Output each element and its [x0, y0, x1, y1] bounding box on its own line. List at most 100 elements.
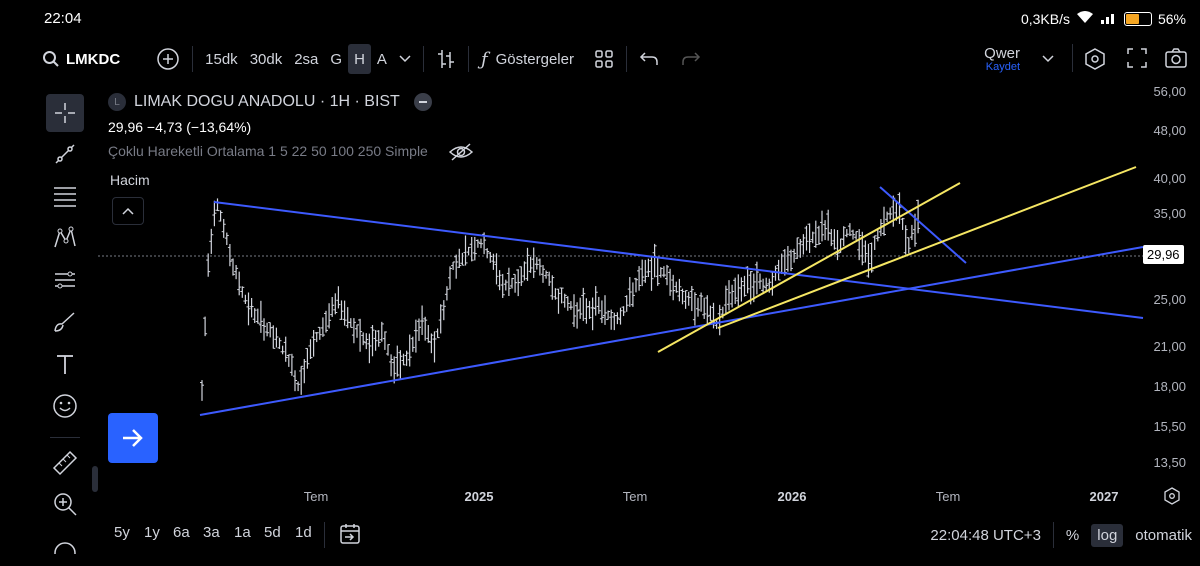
clock[interactable]: 22:04:48 UTC+3 — [930, 526, 1041, 544]
interval-30dk[interactable]: 30dk — [249, 50, 283, 68]
channel-lower-line[interactable] — [717, 166, 1137, 329]
goto-date-button[interactable] — [338, 522, 362, 550]
measure-tool[interactable] — [46, 444, 84, 482]
text-icon — [57, 355, 73, 374]
price-stats: 29,96 −4,73 (−13,64%) — [108, 119, 252, 135]
camera-icon — [1165, 48, 1187, 68]
forecast-tool[interactable] — [46, 261, 84, 299]
time-axis[interactable]: Tem 2025 Tem 2026 Tem 2027 — [98, 486, 1138, 506]
short-trendline[interactable] — [879, 186, 967, 264]
price-chart[interactable] — [98, 86, 1200, 516]
scroll-to-realtime-button[interactable] — [108, 413, 158, 463]
bar-chart-icon — [437, 50, 454, 68]
drawing-toolbar — [36, 88, 92, 554]
chart-legend: L LIMAK DOGU ANADOLU · 1H · BIST — [108, 93, 432, 111]
interval-g[interactable]: G — [330, 50, 343, 68]
zoom-in-tool[interactable] — [46, 485, 84, 523]
network-speed: 0,3KB/s — [1020, 10, 1070, 27]
price-label: 48,00 — [1153, 123, 1186, 138]
price-axis[interactable]: 56,00 48,00 40,00 35,00 25,00 21,00 18,0… — [1140, 84, 1200, 486]
grid-icon — [595, 50, 613, 68]
status-time: 22:04 — [44, 10, 82, 27]
auto-scale-button[interactable]: otomatik — [1135, 526, 1192, 544]
layout-dropdown[interactable] — [1042, 50, 1054, 68]
collapse-legend-button[interactable] — [112, 197, 144, 225]
eye-off-icon[interactable] — [448, 143, 474, 161]
indicators-button[interactable]: ƒ Göstergeler — [475, 44, 580, 74]
zoom-in-icon — [54, 493, 77, 516]
log-scale-button[interactable]: log — [1091, 523, 1124, 547]
chevron-down-icon — [1042, 55, 1054, 63]
interval-2sa[interactable]: 2sa — [294, 50, 319, 68]
pattern-tool[interactable] — [46, 219, 84, 257]
settings-button[interactable] — [1083, 47, 1107, 76]
save-label[interactable]: Kaydet — [985, 61, 1020, 73]
symbol-search[interactable]: LMKDC — [36, 44, 126, 74]
fullscreen-button[interactable] — [1126, 47, 1148, 74]
time-label: Tem — [303, 489, 329, 504]
pattern-icon — [54, 226, 76, 248]
wifi-icon — [1076, 10, 1094, 27]
indicator-legend[interactable]: Çoklu Hareketli Ortalama 1 5 22 50 100 2… — [108, 143, 474, 161]
compare-button[interactable] — [150, 44, 186, 74]
price-label: 40,00 — [1153, 171, 1186, 186]
channel-upper-line[interactable] — [657, 182, 961, 353]
time-label: Tem — [622, 489, 648, 504]
range-1d[interactable]: 1d — [295, 524, 312, 541]
price-label: 18,00 — [1153, 379, 1186, 394]
resistance-trendline[interactable] — [213, 201, 1144, 319]
layout-name: Qwer — [984, 45, 1020, 62]
interval-a[interactable]: A — [376, 50, 387, 68]
price-label: 56,00 — [1153, 84, 1186, 99]
drawings — [199, 166, 1144, 416]
range-1a[interactable]: 1a — [234, 524, 251, 541]
prediction-icon — [55, 271, 75, 289]
redo-button[interactable] — [675, 44, 707, 74]
undo-button[interactable] — [633, 44, 665, 74]
screenshot-button[interactable] — [1164, 47, 1188, 74]
time-label: Tem — [935, 489, 961, 504]
axis-settings-button[interactable] — [1163, 487, 1181, 510]
function-icon: ƒ — [480, 48, 488, 70]
time-label: 2027 — [1089, 489, 1119, 504]
range-3a[interactable]: 3a — [203, 524, 220, 541]
signal-icon — [1100, 10, 1118, 27]
range-1y[interactable]: 1y — [144, 524, 160, 541]
toolbar-collapse-handle[interactable] — [92, 466, 98, 492]
minus-icon[interactable] — [413, 93, 432, 111]
status-bar: 22:04 0,3KB/s 56% — [0, 0, 1200, 38]
range-5y[interactable]: 5y — [114, 524, 130, 541]
price-label: 35,00 — [1153, 206, 1186, 221]
interval-h[interactable]: H — [348, 44, 371, 74]
brush-tool[interactable] — [46, 303, 84, 341]
horizontal-lines-icon — [54, 187, 76, 207]
percent-scale-button[interactable]: % — [1065, 526, 1080, 544]
support-trendline[interactable] — [199, 246, 1144, 416]
battery-level: 56% — [1157, 10, 1186, 27]
fib-tool[interactable] — [46, 177, 84, 215]
text-tool[interactable] — [46, 345, 84, 383]
price-label: 25,00 — [1153, 292, 1186, 307]
layout-menu[interactable]: Qwer Kaydet — [956, 45, 1020, 73]
chart-type-button[interactable] — [430, 44, 462, 74]
range-6a[interactable]: 6a — [173, 524, 190, 541]
emoji-tool[interactable] — [46, 387, 84, 425]
range-5d[interactable]: 5d — [264, 524, 281, 541]
trendline-tool[interactable] — [46, 135, 84, 173]
time-label: 2025 — [464, 489, 494, 504]
price-label: 15,50 — [1153, 419, 1186, 434]
templates-button[interactable] — [588, 44, 620, 74]
calendar-arrow-icon — [340, 524, 360, 544]
symbol-logo: L — [108, 93, 126, 111]
redo-icon — [682, 52, 701, 65]
battery-icon — [1123, 11, 1152, 26]
legend-title[interactable]: LIMAK DOGU ANADOLU · 1H · BIST — [134, 93, 400, 110]
symbol-name: LMKDC — [66, 50, 121, 68]
chevron-down-icon — [399, 55, 411, 63]
crosshair-tool[interactable] — [46, 94, 84, 132]
hexagon-settings-icon — [1085, 48, 1105, 70]
search-icon — [43, 51, 59, 67]
more-tools[interactable] — [46, 528, 84, 566]
interval-dropdown[interactable] — [393, 44, 417, 74]
interval-15dk[interactable]: 15dk — [205, 50, 238, 68]
